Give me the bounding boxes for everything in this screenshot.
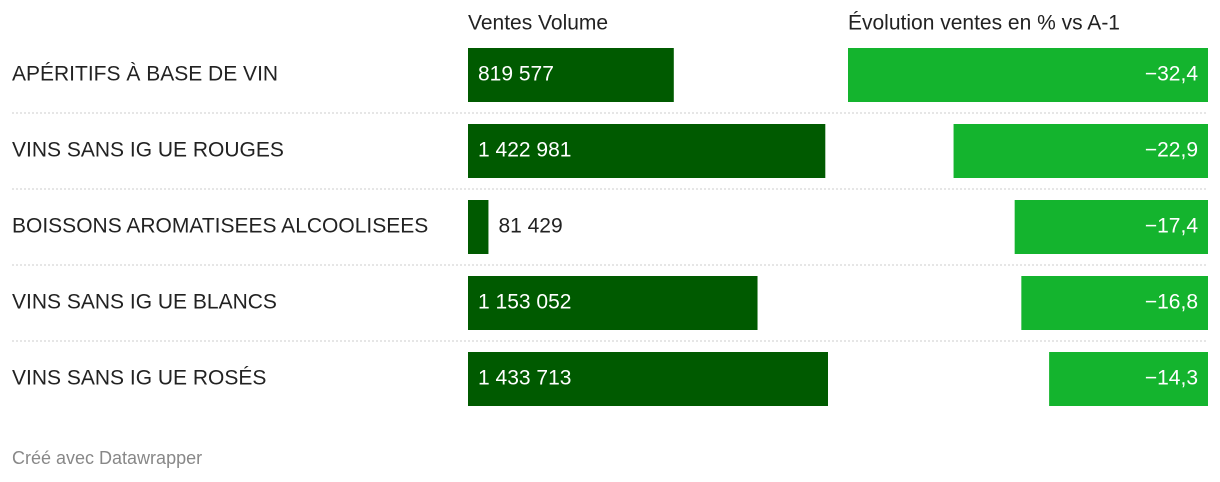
value-label: 1 422 981 [478,139,571,162]
value-label: −16,8 [1145,291,1198,314]
row-label: APÉRITIFS À BASE DE VIN [12,63,278,86]
bar [468,352,828,406]
bar [1014,200,1208,254]
row-label: VINS SANS IG UE BLANCS [12,291,277,314]
bar [1021,276,1208,330]
value-label: −14,3 [1145,367,1198,390]
column-header: Ventes Volume [468,12,608,35]
row-label: VINS SANS IG UE ROUGES [12,139,284,162]
value-label: −22,9 [1145,139,1198,162]
bar [468,124,826,178]
bar [468,276,758,330]
footer: Créé avec Datawrapper [12,448,202,468]
bar [848,48,1208,102]
value-label: 1 433 713 [478,367,571,390]
value-label: −32,4 [1145,63,1198,86]
bar [953,124,1208,178]
value-label: −17,4 [1145,215,1198,238]
row-label: BOISSONS AROMATISEES ALCOOLISEES [12,215,428,238]
column-header: Évolution ventes en % vs A-1 [848,12,1120,35]
bar [468,200,489,254]
value-label: 819 577 [478,63,554,86]
value-label: 1 153 052 [478,291,571,314]
value-label: 81 429 [498,215,562,238]
row-label: VINS SANS IG UE ROSÉS [12,367,266,390]
bar [1049,352,1208,406]
bar [468,48,674,102]
